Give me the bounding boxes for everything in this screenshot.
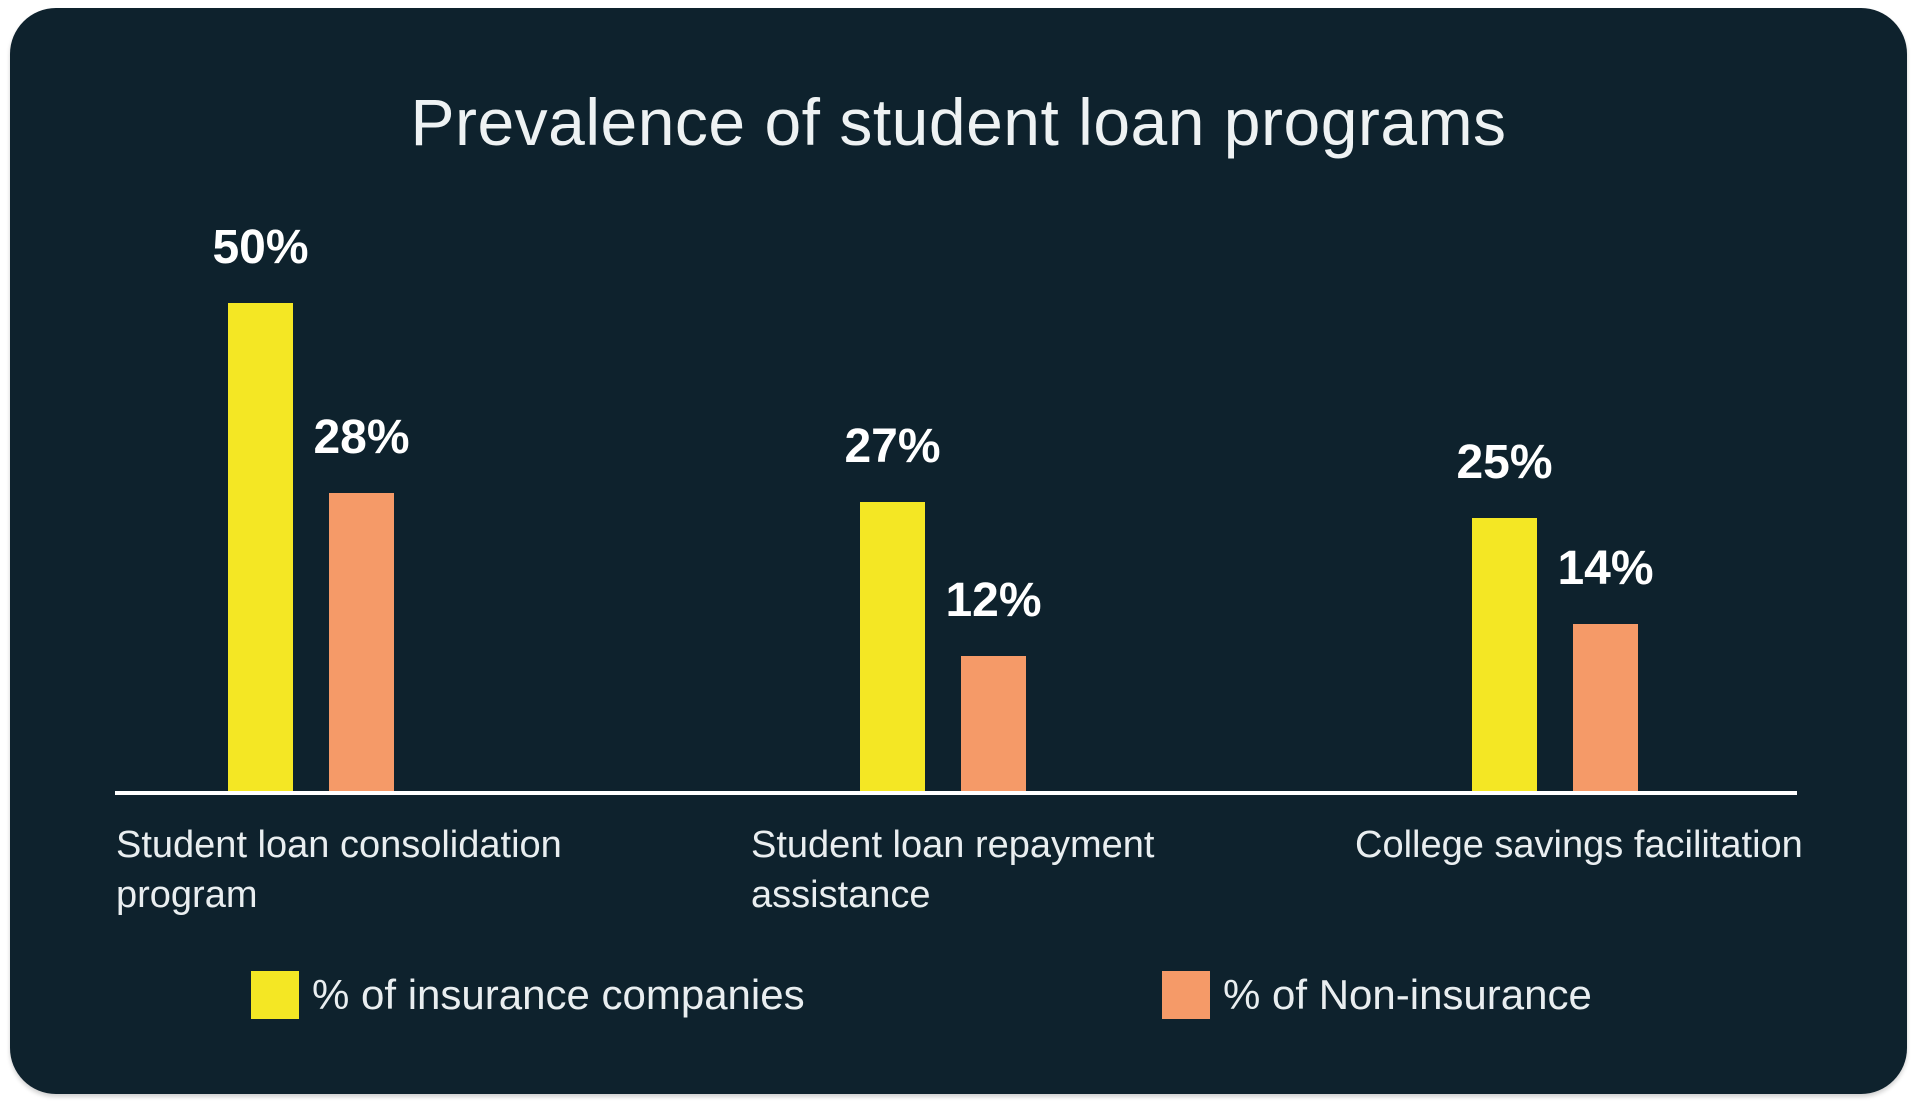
x-axis-line	[115, 791, 1797, 795]
bar-value-label: 25%	[1456, 436, 1553, 489]
legend-label-non-insurance: % of Non-insurance	[1223, 971, 1592, 1018]
bar-value-label: 12%	[945, 574, 1042, 627]
legend-swatch-non-insurance-icon	[1162, 971, 1210, 1019]
category-label-line: College savings facilitation	[1355, 824, 1803, 866]
legend-item-insurance: % of insurance companies	[251, 971, 805, 1019]
plot-area: 50% 27% 25% 28% 12% 14%	[10, 8, 1907, 791]
legend-label-insurance: % of insurance companies	[312, 971, 805, 1018]
bar-of-insurance-companies	[860, 502, 925, 791]
bar-value-label: 28%	[313, 411, 410, 464]
bar-value-label: 27%	[844, 420, 941, 473]
category-label-line: program	[116, 874, 258, 916]
category-label-line: assistance	[751, 874, 931, 916]
bar-of-insurance-companies	[1472, 518, 1537, 791]
category-label-line: Student loan consolidation	[116, 824, 562, 866]
bar-value-label: 14%	[1557, 542, 1654, 595]
chart-card: Prevalence of student loan programs 50% 2…	[10, 8, 1907, 1094]
bar-of-non-insurance	[961, 656, 1026, 791]
bar-of-non-insurance	[1573, 624, 1638, 791]
category-label-student-loan-consolidation-program: Student loan consolidation program	[116, 820, 562, 920]
category-label-student-loan-repayment-assistance: Student loan repayment assistance	[751, 820, 1155, 920]
legend-item-non-insurance: % of Non-insurance	[1162, 971, 1592, 1019]
category-label-line: Student loan repayment	[751, 824, 1155, 866]
bar-of-insurance-companies	[228, 303, 293, 791]
legend-swatch-insurance-icon	[251, 971, 299, 1019]
bar-value-label: 50%	[212, 221, 309, 274]
category-label-college-savings-facilitation: College savings facilitation	[1355, 820, 1803, 870]
bar-of-non-insurance	[329, 493, 394, 791]
chart-title: Prevalence of student loan programs	[410, 85, 1507, 159]
